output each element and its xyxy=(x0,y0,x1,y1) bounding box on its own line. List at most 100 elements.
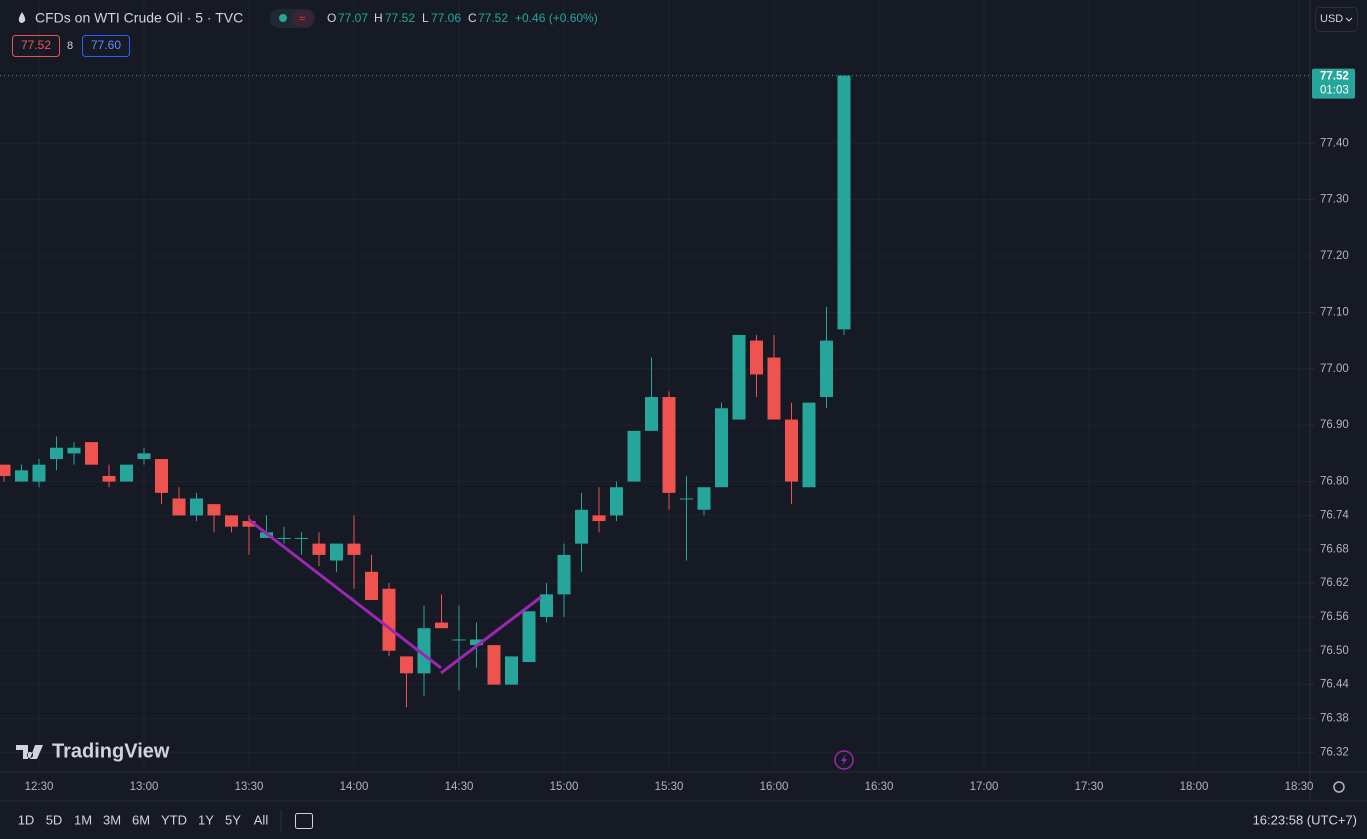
ohlc-label: O xyxy=(327,11,336,25)
range-button[interactable]: 1Y xyxy=(198,812,214,827)
candle-body xyxy=(295,537,308,539)
candle-body xyxy=(680,498,693,500)
candle-body xyxy=(67,447,81,454)
ask: 77.60 xyxy=(91,38,121,52)
lightning xyxy=(841,754,847,766)
candle-body xyxy=(400,656,413,674)
y-tick-label: 76.38 xyxy=(1320,712,1349,724)
currency[interactable]: USD xyxy=(1320,13,1343,25)
bid-box[interactable] xyxy=(12,35,60,57)
logo-icon xyxy=(16,745,43,759)
candle-body xyxy=(85,442,98,465)
candle-body xyxy=(767,357,781,420)
candle-body xyxy=(750,340,763,375)
x-tick-label: 17:00 xyxy=(970,781,999,793)
y-tick-label: 77.20 xyxy=(1320,250,1349,262)
settings-icon[interactable] xyxy=(1333,781,1345,793)
x-tick-label: 15:30 xyxy=(655,781,684,793)
events-icon[interactable] xyxy=(834,750,854,770)
y-tick-label: 76.50 xyxy=(1320,645,1349,657)
candle-body xyxy=(662,396,676,493)
spread: 8 xyxy=(67,40,73,52)
range-button[interactable]: 5Y xyxy=(225,812,241,827)
y-tick-label: 77.00 xyxy=(1320,363,1349,375)
candle-body xyxy=(820,340,833,397)
candle-body xyxy=(697,487,711,510)
y-tick-label: 76.44 xyxy=(1320,679,1349,691)
y-tick-label: 76.62 xyxy=(1320,577,1349,589)
x-tick-label: 16:00 xyxy=(760,781,789,793)
candle-body xyxy=(487,645,501,685)
y-tick-label: 77.40 xyxy=(1320,137,1349,149)
y-tick-label: 76.56 xyxy=(1320,611,1349,623)
candle-body xyxy=(452,639,466,641)
candle-body xyxy=(470,639,483,646)
candle-body xyxy=(610,487,623,516)
candle-body xyxy=(592,515,606,522)
candle-body xyxy=(172,498,186,516)
range-button[interactable]: 3M xyxy=(103,812,121,827)
candle-body xyxy=(32,464,46,482)
candle-body xyxy=(627,430,641,482)
ohlc-value: 77.52 xyxy=(478,11,508,25)
candle-body xyxy=(522,611,536,663)
symbol-title[interactable]: CFDs on WTI Crude Oil · 5 · TVC xyxy=(35,10,243,26)
candle-body xyxy=(225,515,238,527)
calendar-icon[interactable] xyxy=(295,813,313,829)
ohlc-value: 77.52 xyxy=(385,11,415,25)
candle-body xyxy=(435,622,448,629)
x-tick-label: 18:30 xyxy=(1285,781,1314,793)
candle-body xyxy=(785,419,798,482)
trend-line xyxy=(248,518,442,670)
y-tick-label: 77.30 xyxy=(1320,194,1349,206)
market-status xyxy=(279,14,287,22)
bid: 77.52 xyxy=(21,38,51,52)
candle-body xyxy=(557,554,571,595)
range-button[interactable]: 5D xyxy=(46,812,63,827)
candle-body xyxy=(15,470,28,482)
ohlc-value: 77.07 xyxy=(338,11,368,25)
candle-body xyxy=(575,509,588,544)
ohlc-value: 77.06 xyxy=(431,11,461,25)
candle-body xyxy=(505,656,518,685)
range-button[interactable]: 1M xyxy=(74,812,92,827)
candle-body xyxy=(417,628,431,674)
range-buttons: 1D 5D 1M 3M 6M YTD 1Y 5Y All xyxy=(18,812,269,827)
change: +0.46 (+0.60%) xyxy=(515,11,598,25)
y-tick-label: 76.32 xyxy=(1320,746,1349,758)
ohlc: O 77.07 H 77.52 L 77.06 C 77.52 xyxy=(327,11,508,25)
candle-body xyxy=(120,464,133,482)
candle-body xyxy=(137,453,151,460)
y-tick-label: 76.74 xyxy=(1320,509,1349,521)
grid xyxy=(0,0,1310,772)
range-button[interactable]: 1D xyxy=(18,812,35,827)
ohlc-label: L xyxy=(422,11,429,25)
range-button[interactable]: YTD xyxy=(161,812,187,827)
candle-body xyxy=(312,543,326,555)
brand: TradingView xyxy=(52,740,170,762)
x-tick-label: 14:30 xyxy=(445,781,474,793)
x-tick-label: 13:00 xyxy=(130,781,159,793)
countdown: 01:03 xyxy=(1320,85,1349,97)
range-button[interactable]: All xyxy=(254,812,269,827)
clock: 16:23:58 (UTC+7) xyxy=(1253,812,1357,827)
ohlc-label: C xyxy=(468,11,477,25)
delay-status xyxy=(291,10,313,27)
y-tick-label: 76.90 xyxy=(1320,419,1349,431)
x-tick-label: 15:00 xyxy=(550,781,579,793)
range-button[interactable]: 6M xyxy=(132,812,150,827)
ask-box[interactable] xyxy=(82,35,130,57)
delay-icon: ≈ xyxy=(299,13,305,25)
candle-body xyxy=(207,504,221,516)
candle-body xyxy=(645,396,658,431)
candle-body xyxy=(837,75,851,330)
currency-button[interactable] xyxy=(1315,7,1358,32)
x-tick-label: 13:30 xyxy=(235,781,264,793)
candle-body xyxy=(50,447,63,460)
y-tick-label: 77.10 xyxy=(1320,306,1349,318)
candle-body xyxy=(190,498,203,516)
x-tick-label: 17:30 xyxy=(1075,781,1104,793)
candle-body xyxy=(0,464,11,476)
